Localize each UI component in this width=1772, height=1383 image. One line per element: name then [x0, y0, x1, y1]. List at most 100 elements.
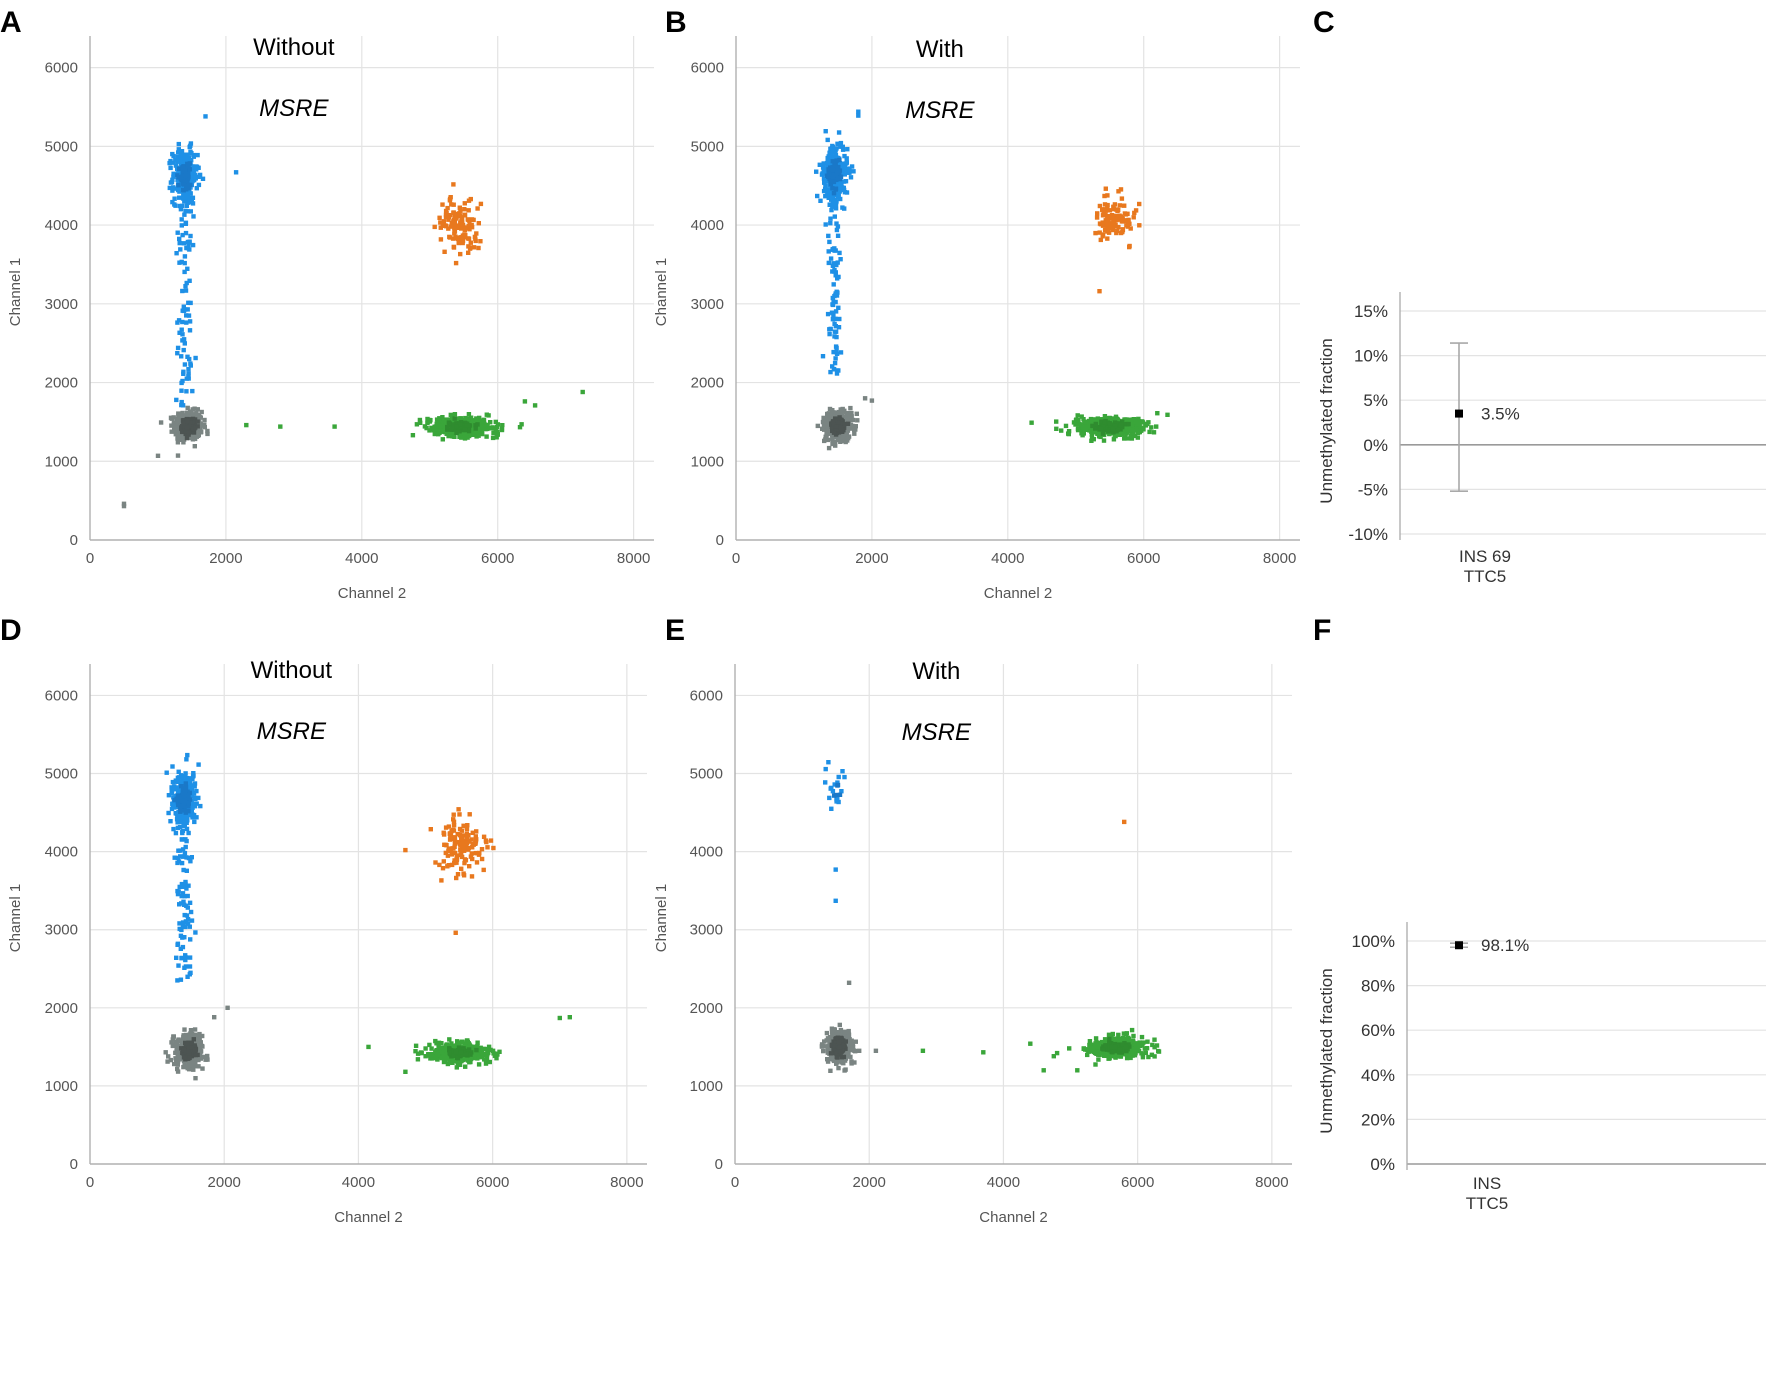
negative-core-droplet — [195, 424, 200, 429]
ch2_positive-droplet — [446, 433, 451, 439]
ch1_positive-droplet — [192, 801, 198, 806]
ch1_positive-droplet — [184, 245, 189, 251]
double_positive-droplet — [465, 823, 470, 828]
ch1_positive-droplet — [180, 288, 185, 294]
ch2_positive-droplet — [418, 1050, 424, 1055]
negative-droplet — [175, 1066, 180, 1072]
ch1_positive-droplet — [175, 888, 180, 894]
ch1_positive-droplet — [182, 902, 187, 907]
ch2_positive-droplet — [1154, 424, 1159, 429]
double_positive-droplet — [440, 221, 445, 226]
y-tick-label: 2000 — [45, 1000, 78, 1017]
ch2_positive-droplet — [467, 432, 473, 438]
ch1_positive-droplet — [173, 203, 178, 208]
double_positive-droplet — [457, 205, 462, 210]
double_positive-droplet — [474, 837, 479, 842]
negative-droplet — [201, 1054, 206, 1060]
ch1_positive-droplet — [182, 850, 188, 856]
ch1_positive-droplet — [820, 171, 825, 176]
ch2_positive-droplet — [1090, 420, 1095, 426]
ch1-positive-core-droplet — [181, 188, 186, 193]
ch1_positive-droplet — [825, 137, 830, 143]
ch1_positive-droplet — [179, 927, 184, 933]
ch1_positive-droplet — [168, 165, 173, 171]
double_positive-droplet — [438, 237, 444, 242]
ch1_positive-droplet — [185, 893, 190, 899]
double_positive-droplet — [460, 238, 466, 243]
ch1_positive-droplet — [179, 955, 184, 961]
ch1-positive-core-droplet — [183, 810, 188, 815]
ch2_positive-droplet — [443, 429, 448, 435]
double_positive-droplet — [1093, 230, 1098, 236]
y-tick-label: -10% — [1348, 525, 1388, 544]
double_positive-droplet — [451, 835, 456, 840]
ch2_positive-droplet — [1075, 427, 1081, 433]
ch1-positive-core-droplet — [181, 166, 186, 171]
negative-core-droplet — [179, 426, 184, 432]
ch2_positive-droplet — [522, 399, 528, 404]
ch1-positive-core-droplet — [181, 801, 187, 806]
negative-droplet — [176, 413, 181, 418]
ch1_positive-droplet — [194, 815, 199, 820]
double_positive-droplet — [445, 853, 451, 858]
negative-droplet — [200, 1066, 205, 1071]
ch1_positive-droplet — [181, 369, 186, 374]
negative-droplet — [189, 434, 194, 439]
ch1_positive-droplet — [839, 180, 844, 185]
ch1_positive-droplet — [190, 815, 195, 820]
x-tick-label: 0 — [86, 1174, 94, 1191]
negative-droplet — [175, 1069, 181, 1074]
negative-droplet — [193, 1076, 198, 1081]
ch1_positive-droplet — [182, 894, 187, 899]
ch1_positive-droplet — [179, 354, 184, 359]
negative-droplet — [121, 503, 127, 509]
ch1_positive-droplet — [821, 168, 827, 174]
ch2-positive-core-droplet — [452, 416, 457, 421]
double_positive-droplet — [462, 201, 467, 206]
ch1_positive-droplet — [841, 171, 846, 177]
ch1_positive-droplet — [825, 160, 831, 165]
y-tick-label: 5000 — [691, 138, 724, 155]
ch1_positive-droplet — [187, 900, 193, 905]
y-tick-label: 5% — [1363, 391, 1388, 410]
double_positive-droplet — [453, 234, 458, 239]
ch2_positive-droplet — [436, 1040, 442, 1045]
ch1_positive-droplet — [174, 955, 179, 960]
double_positive-droplet — [462, 860, 467, 866]
ch2_positive-droplet — [1102, 414, 1108, 419]
negative-droplet — [121, 501, 127, 506]
ch2_positive-droplet — [432, 431, 437, 437]
ch2_positive-droplet — [580, 389, 585, 395]
ch1_positive-droplet — [180, 837, 185, 842]
y-tick-label: 6000 — [691, 60, 724, 77]
double_positive-droplet — [458, 852, 463, 857]
ch2_positive-droplet — [450, 1060, 455, 1065]
ch1_positive-droplet — [175, 345, 181, 351]
ch2_positive-droplet — [487, 1059, 492, 1065]
ch1-positive-core-droplet — [188, 182, 193, 188]
negative-droplet — [836, 409, 841, 415]
negative-droplet — [194, 411, 199, 416]
ch1_positive-droplet — [181, 347, 186, 353]
annotation-msre: MSRE — [259, 95, 329, 122]
ch2_positive-droplet — [1085, 424, 1090, 430]
ch1_positive-droplet — [175, 860, 180, 866]
ch2_positive-droplet — [475, 1040, 480, 1045]
negative-droplet — [849, 414, 854, 419]
ch1_positive-droplet — [200, 176, 206, 181]
negative-droplet — [173, 429, 178, 434]
ch2_positive-droplet — [445, 1061, 451, 1067]
negative-droplet — [192, 1040, 197, 1045]
ch1_positive-droplet — [830, 295, 835, 301]
ch1_positive-droplet — [835, 260, 840, 265]
double_positive-droplet — [446, 846, 452, 851]
double_positive-droplet — [1132, 210, 1137, 216]
negative-droplet — [188, 1035, 194, 1040]
ch2-positive-core-droplet — [463, 427, 468, 432]
double_positive-droplet — [474, 829, 479, 834]
negative-droplet — [192, 444, 197, 449]
ch2_positive-droplet — [413, 1049, 418, 1054]
ch2_positive-droplet — [1128, 433, 1134, 439]
double_positive-droplet — [461, 848, 467, 853]
ch1_positive-droplet — [188, 361, 193, 366]
